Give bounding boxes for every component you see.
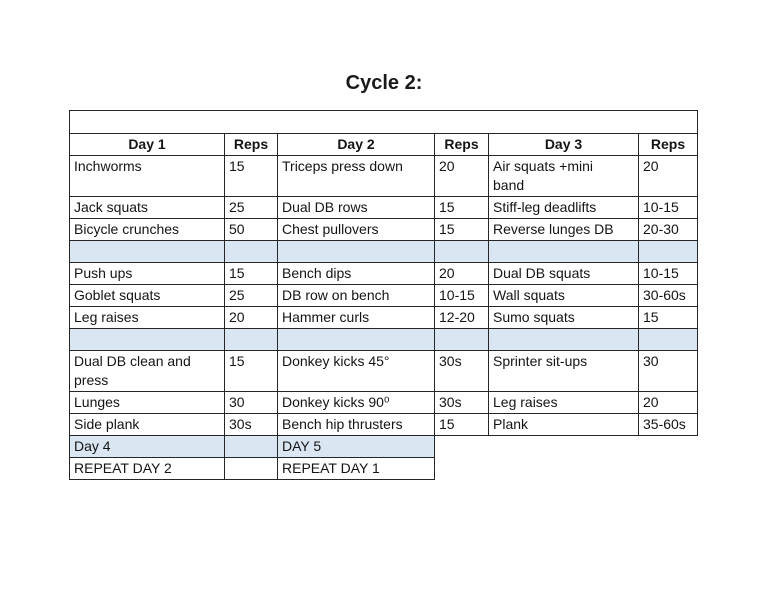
exercise-cell: Stiff-leg deadlifts xyxy=(488,196,639,219)
reps-cell: 15 xyxy=(434,218,489,241)
exercise-cell: Wall squats xyxy=(488,284,639,307)
table-row: Bicycle crunches 50 Chest pullovers 15 Rever… xyxy=(69,218,698,241)
exercise-cell: Reverse lunges DB xyxy=(488,218,639,241)
reps-cell: 15 xyxy=(638,306,698,329)
spacer-cell xyxy=(277,328,435,351)
reps-cell: 10-15 xyxy=(638,262,698,285)
table-row: Day 4 DAY 5 xyxy=(69,435,698,458)
exercise-cell: Bench dips xyxy=(277,262,435,285)
spacer-cell xyxy=(488,240,639,263)
spacer-cell xyxy=(434,328,489,351)
table-row: REPEAT DAY 2 REPEAT DAY 1 xyxy=(69,457,698,480)
reps-cell: 12-20 xyxy=(434,306,489,329)
exercise-cell: Dual DB squats xyxy=(488,262,639,285)
reps-cell: 30-60s xyxy=(638,284,698,307)
exercise-cell: Hammer curls xyxy=(277,306,435,329)
spacer-row xyxy=(69,240,698,263)
exercise-cell: DB row on bench xyxy=(277,284,435,307)
exercise-cell: DAY 5 xyxy=(277,435,435,458)
exercise-cell: Push ups xyxy=(69,262,225,285)
reps-cell: 15 xyxy=(434,196,489,219)
reps-cell: 50 xyxy=(224,218,278,241)
table-row: Inchworms 15 Triceps press down 20 Air squat… xyxy=(69,155,698,197)
exercise-cell: Dual DB clean and press xyxy=(69,350,225,392)
spacer-cell xyxy=(224,328,278,351)
spacer-cell xyxy=(277,240,435,263)
header-day-3: Day 3 xyxy=(488,133,639,156)
exercise-cell: Side plank xyxy=(69,413,225,436)
spacer-row xyxy=(69,328,698,351)
reps-cell xyxy=(224,457,278,480)
exercise-cell: Lunges xyxy=(69,391,225,414)
spacer-cell xyxy=(434,240,489,263)
reps-cell: 20 xyxy=(434,155,489,197)
reps-cell: 20 xyxy=(638,155,698,197)
spacer-cell xyxy=(638,328,698,351)
reps-cell: 20 xyxy=(638,391,698,414)
exercise-cell: Day 4 xyxy=(69,435,225,458)
workout-table: Day 1 Reps Day 2 Reps Day 3 Reps Inchwor… xyxy=(69,110,698,480)
empty-merged-cell xyxy=(69,110,698,134)
reps-cell: 35-60s xyxy=(638,413,698,436)
exercise-cell: Air squats +mini band xyxy=(488,155,639,197)
table-row: Lunges 30 Donkey kicks 90⁰ 30s Leg raises 20 xyxy=(69,391,698,414)
spacer-cell xyxy=(69,240,225,263)
reps-cell: 20 xyxy=(224,306,278,329)
reps-cell: 20-30 xyxy=(638,218,698,241)
exercise-cell: Bench hip thrusters xyxy=(277,413,435,436)
exercise-cell: Leg raises xyxy=(69,306,225,329)
table-body: Inchworms 15 Triceps press down 20 Air squat… xyxy=(69,155,698,480)
empty-top-row xyxy=(69,110,698,134)
exercise-cell: Goblet squats xyxy=(69,284,225,307)
table-row: Leg raises 20 Hammer curls 12-20 Sumo squats… xyxy=(69,306,698,329)
reps-cell: 15 xyxy=(224,350,278,392)
exercise-cell: REPEAT DAY 2 xyxy=(69,457,225,480)
reps-cell: 10-15 xyxy=(638,196,698,219)
exercise-cell: Sprinter sit-ups xyxy=(488,350,639,392)
reps-cell: 10-15 xyxy=(434,284,489,307)
spacer-cell xyxy=(488,328,639,351)
reps-cell: 30s xyxy=(224,413,278,436)
reps-cell: 30 xyxy=(638,350,698,392)
page-title: Cycle 2: xyxy=(345,72,423,94)
exercise-cell: Plank xyxy=(488,413,639,436)
table-row: Jack squats 25 Dual DB rows 15 Stiff-leg dea… xyxy=(69,196,698,219)
table-row: Side plank 30s Bench hip thrusters 15 Plank 3… xyxy=(69,413,698,436)
reps-cell xyxy=(224,435,278,458)
exercise-cell: Donkey kicks 90⁰ xyxy=(277,391,435,414)
table-row: Push ups 15 Bench dips 20 Dual DB squats 10-1… xyxy=(69,262,698,285)
spacer-cell xyxy=(638,240,698,263)
table-row: Dual DB clean and press 15 Donkey kicks 45… xyxy=(69,350,698,392)
header-day-1: Day 1 xyxy=(69,133,225,156)
exercise-cell: Jack squats xyxy=(69,196,225,219)
reps-cell: 20 xyxy=(434,262,489,285)
reps-cell: 25 xyxy=(224,284,278,307)
reps-cell: 30 xyxy=(224,391,278,414)
exercise-cell: Bicycle crunches xyxy=(69,218,225,241)
spacer-cell xyxy=(224,240,278,263)
exercise-cell: Inchworms xyxy=(69,155,225,197)
exercise-cell: Triceps press down xyxy=(277,155,435,197)
header-reps-2: Reps xyxy=(434,133,489,156)
reps-cell: 30s xyxy=(434,350,489,392)
reps-cell: 15 xyxy=(224,155,278,197)
spacer-cell xyxy=(69,328,225,351)
exercise-cell: Chest pullovers xyxy=(277,218,435,241)
exercise-cell: Leg raises xyxy=(488,391,639,414)
exercise-cell: REPEAT DAY 1 xyxy=(277,457,435,480)
table-row: Goblet squats 25 DB row on bench 10-15 Wall … xyxy=(69,284,698,307)
header-day-2: Day 2 xyxy=(277,133,435,156)
header-reps-3: Reps xyxy=(638,133,698,156)
exercise-cell: Donkey kicks 45° xyxy=(277,350,435,392)
exercise-cell: Dual DB rows xyxy=(277,196,435,219)
reps-cell: 25 xyxy=(224,196,278,219)
header-reps-1: Reps xyxy=(224,133,278,156)
reps-cell: 30s xyxy=(434,391,489,414)
header-row: Day 1 Reps Day 2 Reps Day 3 Reps xyxy=(69,133,698,156)
reps-cell: 15 xyxy=(434,413,489,436)
exercise-cell: Sumo squats xyxy=(488,306,639,329)
reps-cell: 15 xyxy=(224,262,278,285)
